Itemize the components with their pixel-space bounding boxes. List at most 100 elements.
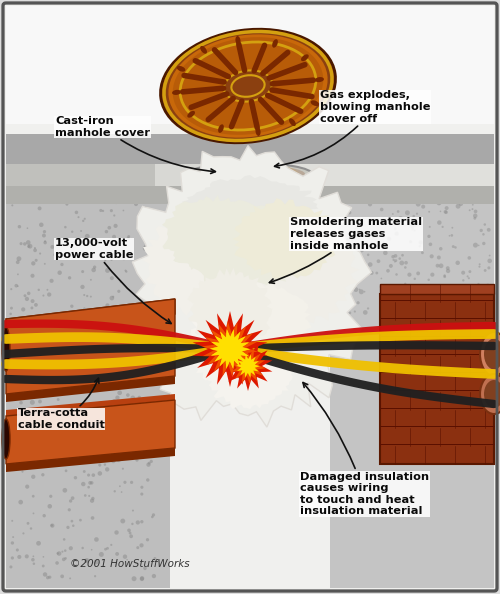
- Circle shape: [464, 162, 466, 165]
- Circle shape: [22, 449, 26, 452]
- Circle shape: [130, 185, 132, 187]
- Circle shape: [421, 251, 424, 254]
- Circle shape: [63, 429, 64, 431]
- Circle shape: [336, 296, 340, 300]
- Circle shape: [394, 259, 398, 262]
- Circle shape: [143, 567, 147, 570]
- Circle shape: [372, 219, 376, 224]
- Circle shape: [91, 497, 94, 500]
- Circle shape: [382, 220, 384, 222]
- Circle shape: [376, 148, 380, 153]
- Circle shape: [64, 469, 68, 472]
- Circle shape: [38, 206, 42, 210]
- Circle shape: [414, 151, 417, 154]
- Circle shape: [386, 168, 391, 173]
- Circle shape: [348, 193, 350, 196]
- Circle shape: [416, 299, 420, 304]
- Circle shape: [146, 538, 149, 541]
- Circle shape: [42, 556, 44, 558]
- Circle shape: [64, 549, 66, 552]
- Circle shape: [349, 301, 352, 305]
- Circle shape: [416, 271, 420, 276]
- Circle shape: [440, 210, 442, 212]
- Circle shape: [367, 307, 369, 309]
- Circle shape: [423, 154, 425, 157]
- Circle shape: [80, 250, 82, 253]
- Polygon shape: [188, 174, 206, 374]
- Circle shape: [104, 349, 106, 352]
- Circle shape: [86, 448, 90, 452]
- Circle shape: [110, 163, 112, 165]
- Circle shape: [136, 400, 140, 405]
- Circle shape: [428, 279, 430, 281]
- Circle shape: [488, 258, 492, 263]
- Ellipse shape: [195, 165, 305, 183]
- Circle shape: [486, 156, 490, 160]
- Circle shape: [351, 148, 354, 151]
- Circle shape: [114, 530, 119, 535]
- Circle shape: [443, 161, 447, 165]
- Circle shape: [74, 476, 77, 479]
- Text: Damaged insulation
causes wiring
to touch and heat
insulation material: Damaged insulation causes wiring to touc…: [300, 383, 429, 516]
- Circle shape: [12, 438, 16, 441]
- Polygon shape: [128, 146, 372, 427]
- Circle shape: [382, 154, 387, 159]
- Circle shape: [69, 500, 72, 503]
- Circle shape: [30, 340, 34, 343]
- Circle shape: [93, 172, 98, 177]
- Circle shape: [454, 172, 458, 176]
- Circle shape: [113, 157, 116, 160]
- Circle shape: [439, 247, 442, 251]
- Circle shape: [410, 223, 414, 229]
- Circle shape: [452, 227, 454, 229]
- Circle shape: [351, 239, 354, 241]
- Circle shape: [382, 305, 386, 309]
- Polygon shape: [230, 348, 266, 384]
- Circle shape: [389, 264, 393, 268]
- Circle shape: [406, 178, 408, 180]
- Circle shape: [36, 541, 41, 546]
- Circle shape: [40, 176, 42, 178]
- Circle shape: [408, 178, 412, 182]
- Circle shape: [94, 560, 98, 564]
- Ellipse shape: [224, 70, 272, 102]
- Circle shape: [414, 185, 416, 188]
- Circle shape: [32, 513, 34, 514]
- Circle shape: [478, 283, 480, 285]
- Polygon shape: [162, 195, 258, 274]
- Circle shape: [368, 202, 372, 207]
- Circle shape: [104, 230, 108, 233]
- Circle shape: [344, 285, 348, 289]
- Circle shape: [468, 277, 470, 279]
- Circle shape: [147, 307, 149, 308]
- Circle shape: [386, 296, 391, 301]
- Text: Terra-cotta
cable conduit: Terra-cotta cable conduit: [18, 378, 105, 430]
- Circle shape: [120, 442, 123, 446]
- Circle shape: [68, 384, 72, 388]
- Circle shape: [380, 285, 383, 289]
- Circle shape: [20, 341, 24, 346]
- Circle shape: [414, 229, 416, 232]
- Circle shape: [66, 203, 68, 206]
- Circle shape: [348, 161, 350, 163]
- Circle shape: [140, 486, 143, 489]
- Circle shape: [408, 273, 412, 277]
- Circle shape: [18, 190, 21, 192]
- Circle shape: [385, 176, 389, 179]
- Circle shape: [98, 463, 102, 467]
- Circle shape: [136, 374, 140, 378]
- Circle shape: [422, 175, 426, 179]
- Circle shape: [462, 279, 464, 282]
- Circle shape: [102, 210, 104, 212]
- Circle shape: [50, 279, 54, 283]
- Circle shape: [124, 270, 126, 271]
- Circle shape: [86, 194, 90, 198]
- Circle shape: [45, 164, 48, 168]
- Circle shape: [356, 301, 360, 304]
- Circle shape: [45, 418, 47, 420]
- Circle shape: [50, 523, 54, 527]
- Circle shape: [124, 168, 129, 173]
- Circle shape: [436, 300, 440, 304]
- Circle shape: [347, 168, 352, 173]
- Circle shape: [447, 308, 452, 313]
